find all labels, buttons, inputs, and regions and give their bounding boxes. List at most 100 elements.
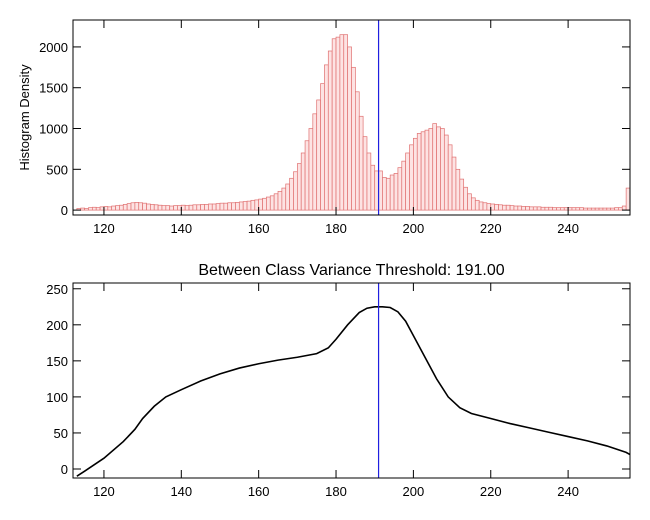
histogram-bar — [262, 197, 267, 211]
x-tick-label: 240 — [557, 484, 579, 499]
histogram-bar — [602, 207, 608, 211]
histogram-bar — [382, 177, 387, 211]
histogram-bar — [505, 204, 511, 211]
histogram-bar — [235, 202, 240, 211]
histogram-bar — [296, 163, 302, 211]
histogram-bar — [401, 160, 407, 211]
histogram-bar — [486, 203, 492, 211]
x-tick-label: 120 — [93, 221, 115, 236]
histogram-bar — [231, 202, 236, 211]
x-tick-label: 120 — [93, 484, 115, 499]
histogram-bar — [385, 177, 391, 211]
histogram-bar — [150, 204, 155, 211]
histogram-bar — [621, 205, 627, 211]
histogram-bar — [304, 140, 310, 211]
histogram-bar — [556, 207, 561, 211]
histogram-bar — [188, 204, 194, 211]
histogram-bar — [478, 201, 484, 211]
histogram-bar — [320, 83, 325, 211]
histogram-bar — [409, 144, 414, 211]
histogram-bar — [161, 205, 167, 211]
histogram-bar — [362, 136, 368, 211]
histogram-bar — [552, 207, 557, 211]
histogram-bar — [215, 203, 221, 211]
x-tick-label: 180 — [325, 221, 347, 236]
histogram-bar — [246, 200, 252, 211]
histogram-bar — [266, 196, 271, 211]
histogram-bar — [471, 197, 476, 211]
histogram-bar — [223, 202, 229, 211]
histogram-bar — [443, 134, 449, 211]
histogram-bar — [498, 204, 503, 211]
histogram-bar — [544, 206, 550, 211]
histogram-bar — [184, 205, 190, 211]
histogram-bar — [513, 205, 519, 211]
histogram-bar — [119, 204, 124, 211]
histogram-bar — [242, 201, 248, 211]
histogram-bar — [393, 173, 399, 211]
line — [76, 305, 630, 477]
histogram-bar — [269, 195, 275, 211]
histogram-bar — [204, 204, 209, 211]
y-tick-label: 1500 — [39, 81, 68, 96]
histogram-bar — [587, 207, 592, 211]
histogram-bar — [436, 126, 441, 211]
y-tick-label: 200 — [46, 318, 68, 333]
histogram-bar — [208, 203, 213, 211]
histogram-bar — [211, 203, 217, 211]
histogram-bar — [397, 167, 403, 211]
histogram-bar — [447, 144, 453, 211]
histogram-bar — [99, 206, 105, 211]
x-tick-label: 240 — [557, 221, 579, 236]
y-tick-label: 100 — [46, 390, 68, 405]
histogram-bar — [107, 206, 113, 211]
histogram-bar — [103, 206, 109, 211]
histogram-bar — [509, 205, 515, 211]
histogram-bar — [327, 50, 333, 211]
histogram-bar — [88, 207, 93, 211]
x-tick-label: 140 — [170, 221, 192, 236]
histogram-bar — [571, 207, 577, 211]
histogram-bar — [177, 205, 182, 211]
histogram-bar — [459, 178, 465, 211]
histogram-bar — [529, 206, 534, 211]
histogram-bar — [590, 207, 596, 211]
x-tick-label: 180 — [325, 484, 347, 499]
y-tick-label: 500 — [46, 162, 68, 177]
chart-title: Between Class Variance Threshold: 191.00 — [198, 262, 504, 279]
histogram-bar — [424, 129, 430, 211]
histogram-bar — [157, 204, 163, 211]
histogram-bar — [532, 206, 538, 211]
histogram-bar — [420, 131, 426, 211]
histogram-bar — [440, 128, 445, 211]
histogram-bar — [567, 207, 573, 211]
histogram-bar — [293, 171, 298, 211]
histogram-bar — [335, 36, 341, 211]
histogram-bar — [606, 207, 612, 211]
histogram-bar — [173, 205, 178, 211]
histogram-bar — [312, 113, 318, 211]
histogram-bar — [91, 206, 97, 211]
histogram-bar — [95, 207, 101, 211]
histogram-bar — [598, 207, 604, 211]
plot-frame — [72, 19, 631, 216]
y-tick-label: 2000 — [39, 40, 68, 55]
histogram-bar — [579, 207, 584, 211]
histogram-bar — [614, 207, 619, 211]
histogram-bar — [451, 156, 457, 211]
histogram-bar — [618, 207, 623, 211]
histogram-bar — [134, 202, 140, 211]
x-tick-label: 200 — [403, 484, 425, 499]
x-tick-label: 200 — [403, 221, 425, 236]
histogram-bar — [355, 91, 360, 211]
histogram-bar — [196, 204, 201, 211]
histogram-bar — [428, 128, 434, 211]
histogram-bar — [169, 205, 174, 211]
histogram-bar — [250, 199, 256, 211]
histogram-bar — [277, 190, 283, 211]
histogram-bar — [300, 152, 306, 211]
histogram-bar — [351, 66, 356, 211]
histogram-bar — [273, 193, 279, 211]
histogram-bar — [467, 193, 472, 211]
histogram-bar — [146, 203, 151, 211]
